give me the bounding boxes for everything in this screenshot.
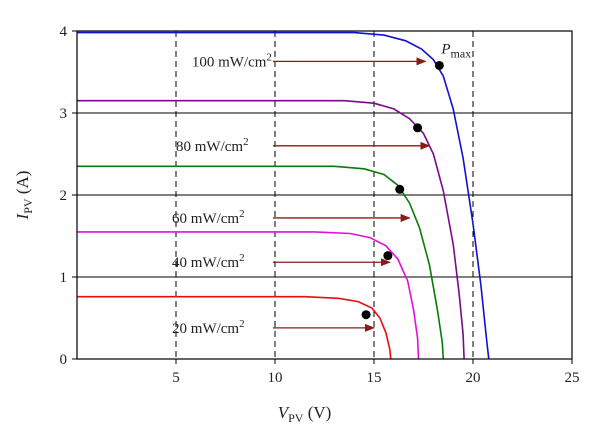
iv-curve-20	[77, 295, 392, 360]
irradiance-label: 80 mW/cm2	[176, 136, 249, 155]
x-tick-label: 10	[268, 370, 283, 386]
y-tick-label: 0	[60, 352, 68, 368]
irradiance-label: 40 mW/cm2	[172, 252, 245, 271]
y-tick-label: 2	[60, 188, 68, 204]
x-tick-label: 5	[172, 370, 180, 386]
series-layer	[77, 31, 490, 360]
grid-layer	[77, 31, 572, 359]
y-tick-label: 4	[60, 24, 68, 40]
annotation-layer: 100 mW/cm2 80 mW/cm2 60 mW/cm2 40 mW/cm2 20 …	[172, 41, 471, 336]
y-axis-label: IPV (A)	[13, 171, 35, 221]
x-tick-label: 15	[367, 370, 382, 386]
irradiance-label: 20 mW/cm2	[172, 318, 245, 337]
x-tick-label: 25	[565, 370, 580, 386]
mpp-point	[361, 310, 371, 320]
irradiance-label: 100 mW/cm2	[192, 51, 272, 70]
y-tick-label: 1	[60, 270, 68, 286]
x-tick-label: 20	[466, 370, 481, 386]
y-tick-label: 3	[60, 106, 68, 122]
pmax-label: Pmax	[440, 41, 471, 60]
mpp-point	[383, 251, 393, 261]
irradiance-label: 60 mW/cm2	[172, 208, 245, 227]
axis-layer: 5 10 15 20 25 0 1 2 3 4 VPV (V) IPV (A)	[13, 24, 580, 425]
iv-curve-80	[77, 99, 465, 360]
mpp-point	[413, 123, 423, 133]
mpp-point	[395, 184, 405, 194]
mpp-point	[434, 60, 444, 70]
iv-curve-100	[77, 31, 490, 360]
x-axis-label: VPV (V)	[278, 403, 332, 425]
iv-curve-40	[77, 231, 420, 360]
iv-curve-60	[77, 165, 445, 360]
